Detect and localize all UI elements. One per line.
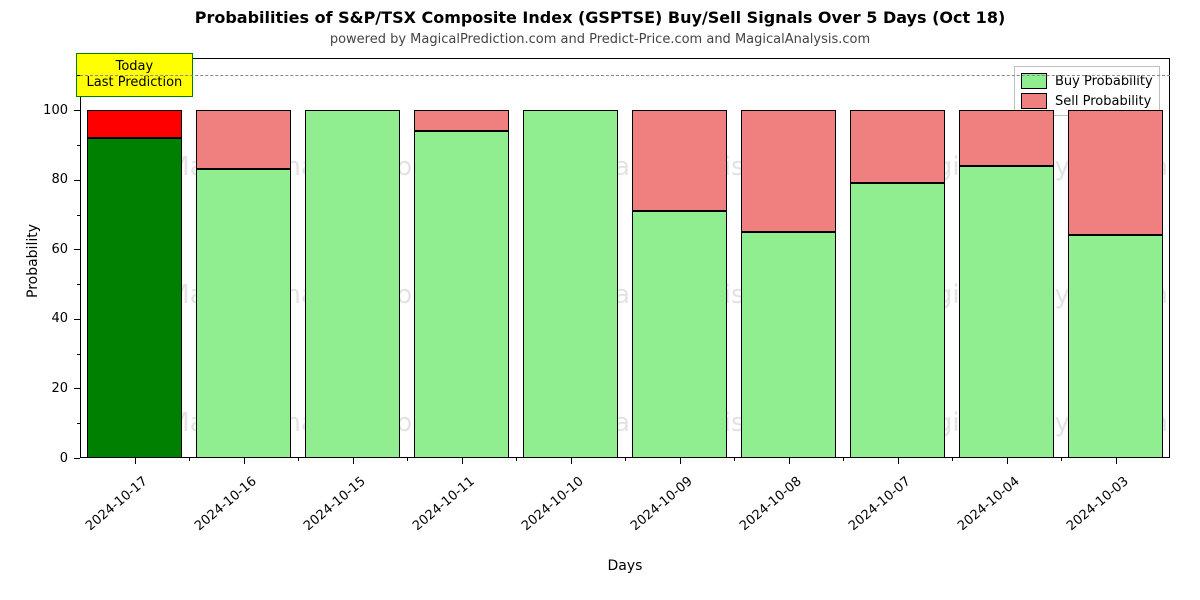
bar-sell bbox=[632, 110, 728, 211]
x-tick-label: 2024-10-16 bbox=[192, 474, 260, 534]
y-minor-tick bbox=[77, 354, 80, 355]
bar-sell bbox=[741, 110, 837, 232]
x-tick-label: 2024-10-09 bbox=[628, 474, 696, 534]
x-minor-tick bbox=[952, 458, 953, 461]
bar-buy bbox=[196, 169, 292, 458]
bar-buy bbox=[87, 138, 183, 458]
y-minor-tick bbox=[77, 284, 80, 285]
bar-buy bbox=[1068, 235, 1164, 458]
x-tick bbox=[244, 458, 245, 464]
x-tick bbox=[789, 458, 790, 464]
y-tick-label: 80 bbox=[34, 172, 68, 187]
chart-title: Probabilities of S&P/TSX Composite Index… bbox=[0, 8, 1200, 27]
x-minor-tick bbox=[189, 458, 190, 461]
bar-buy bbox=[305, 110, 401, 458]
x-minor-tick bbox=[843, 458, 844, 461]
y-tick bbox=[74, 458, 80, 459]
bar-sell bbox=[196, 110, 292, 169]
y-minor-tick bbox=[77, 145, 80, 146]
x-tick-label: 2024-10-10 bbox=[519, 474, 587, 534]
bar-sell bbox=[1068, 110, 1164, 235]
dashed-gridline bbox=[80, 75, 1170, 76]
y-minor-tick bbox=[77, 423, 80, 424]
x-tick-label: 2024-10-07 bbox=[846, 474, 914, 534]
legend: Buy ProbabilitySell Probability bbox=[1014, 66, 1160, 116]
y-tick-label: 60 bbox=[34, 242, 68, 257]
legend-label: Sell Probability bbox=[1055, 94, 1151, 109]
x-tick bbox=[462, 458, 463, 464]
x-tick bbox=[1116, 458, 1117, 464]
bar-sell bbox=[959, 110, 1055, 166]
x-tick bbox=[680, 458, 681, 464]
x-minor-tick bbox=[734, 458, 735, 461]
x-tick-label: 2024-10-15 bbox=[301, 474, 369, 534]
y-tick bbox=[74, 319, 80, 320]
bar-sell bbox=[87, 110, 183, 138]
y-tick-label: 100 bbox=[34, 103, 68, 118]
bar-buy bbox=[850, 183, 946, 458]
x-minor-tick bbox=[625, 458, 626, 461]
x-tick bbox=[135, 458, 136, 464]
bar-buy bbox=[632, 211, 728, 458]
y-axis-label: Probability bbox=[25, 224, 41, 298]
annotation-line: Today bbox=[87, 59, 183, 75]
x-minor-tick bbox=[407, 458, 408, 461]
y-tick bbox=[74, 110, 80, 111]
legend-swatch bbox=[1021, 93, 1047, 109]
bar-buy bbox=[959, 166, 1055, 458]
chart-subtitle: powered by MagicalPrediction.com and Pre… bbox=[0, 32, 1200, 47]
x-minor-tick bbox=[298, 458, 299, 461]
chart-container: Probabilities of S&P/TSX Composite Index… bbox=[0, 0, 1200, 600]
y-tick bbox=[74, 388, 80, 389]
legend-item: Sell Probability bbox=[1021, 93, 1153, 109]
x-tick-label: 2024-10-17 bbox=[83, 474, 151, 534]
y-tick bbox=[74, 180, 80, 181]
x-tick bbox=[1007, 458, 1008, 464]
bar-sell bbox=[414, 110, 510, 131]
bar-buy bbox=[414, 131, 510, 458]
x-tick bbox=[571, 458, 572, 464]
x-tick bbox=[353, 458, 354, 464]
y-tick bbox=[74, 249, 80, 250]
x-tick-label: 2024-10-08 bbox=[737, 474, 805, 534]
x-minor-tick bbox=[516, 458, 517, 461]
x-axis-label: Days bbox=[80, 558, 1170, 574]
y-tick-label: 20 bbox=[34, 381, 68, 396]
x-minor-tick bbox=[1061, 458, 1062, 461]
x-tick-label: 2024-10-11 bbox=[410, 474, 478, 534]
y-tick-label: 40 bbox=[34, 311, 68, 326]
bar-buy bbox=[741, 232, 837, 458]
x-tick bbox=[898, 458, 899, 464]
x-tick-label: 2024-10-04 bbox=[955, 474, 1023, 534]
bar-sell bbox=[850, 110, 946, 183]
x-tick-label: 2024-10-03 bbox=[1064, 474, 1132, 534]
bar-buy bbox=[523, 110, 619, 458]
y-tick-label: 0 bbox=[34, 451, 68, 466]
y-minor-tick bbox=[77, 215, 80, 216]
annotation-line: Last Prediction bbox=[87, 75, 183, 91]
